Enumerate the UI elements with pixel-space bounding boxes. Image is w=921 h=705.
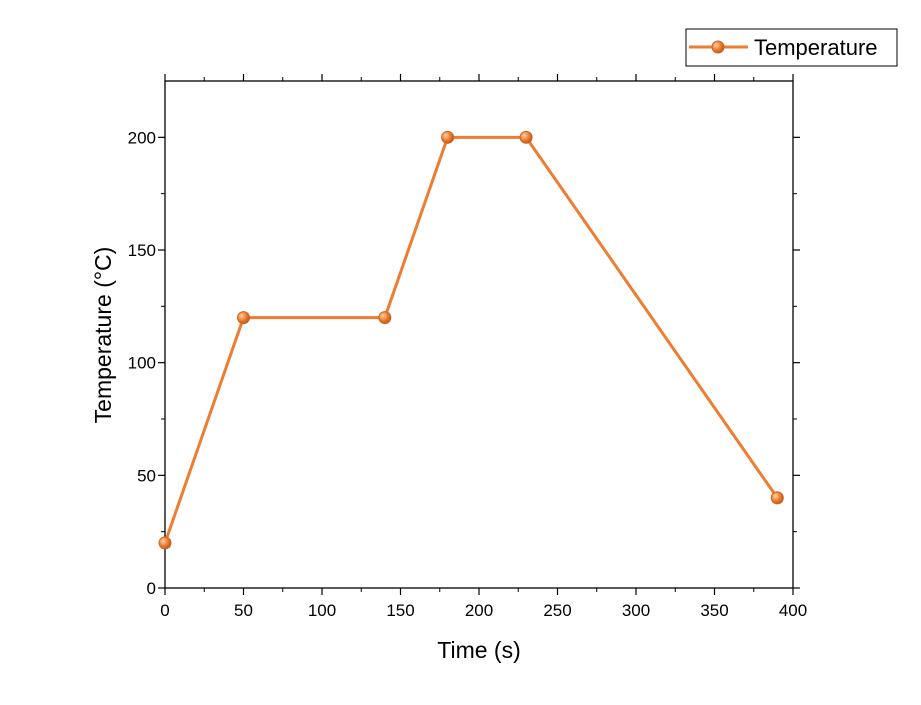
x-tick-label: 100 bbox=[308, 601, 336, 620]
y-tick-label: 150 bbox=[128, 241, 156, 260]
x-tick-label: 200 bbox=[465, 601, 493, 620]
plot-data bbox=[158, 130, 784, 550]
data-point bbox=[237, 311, 250, 325]
legend-marker-sample bbox=[711, 40, 725, 54]
axes: 0 50 100 150 200 250 300 350 400 0 50 100 150 200 bbox=[128, 74, 807, 620]
x-tick-label: 0 bbox=[160, 601, 169, 620]
data-point bbox=[378, 311, 392, 325]
x-tick-label: 350 bbox=[700, 601, 728, 620]
y-tick-label: 200 bbox=[128, 128, 156, 147]
data-point bbox=[158, 536, 172, 550]
plot-frame bbox=[164, 80, 794, 589]
y-axis-title: Temperature (°C) bbox=[90, 247, 116, 424]
x-tick-label: 300 bbox=[622, 601, 650, 620]
legend-label: Temperature bbox=[754, 35, 878, 60]
x-tick-label: 150 bbox=[386, 601, 414, 620]
x-axis-title: Time (s) bbox=[437, 637, 520, 663]
legend: Temperature bbox=[685, 28, 898, 67]
y-tick-label: 100 bbox=[128, 354, 156, 373]
data-point bbox=[770, 491, 784, 505]
data-point bbox=[441, 130, 455, 144]
data-point bbox=[519, 130, 533, 144]
x-tick-label: 400 bbox=[779, 601, 807, 620]
y-tick-label: 0 bbox=[147, 579, 156, 598]
series-line-temperature bbox=[163, 135, 779, 544]
x-tick-label: 50 bbox=[234, 601, 253, 620]
y-tick-label: 50 bbox=[137, 466, 156, 485]
x-tick-label: 250 bbox=[543, 601, 571, 620]
